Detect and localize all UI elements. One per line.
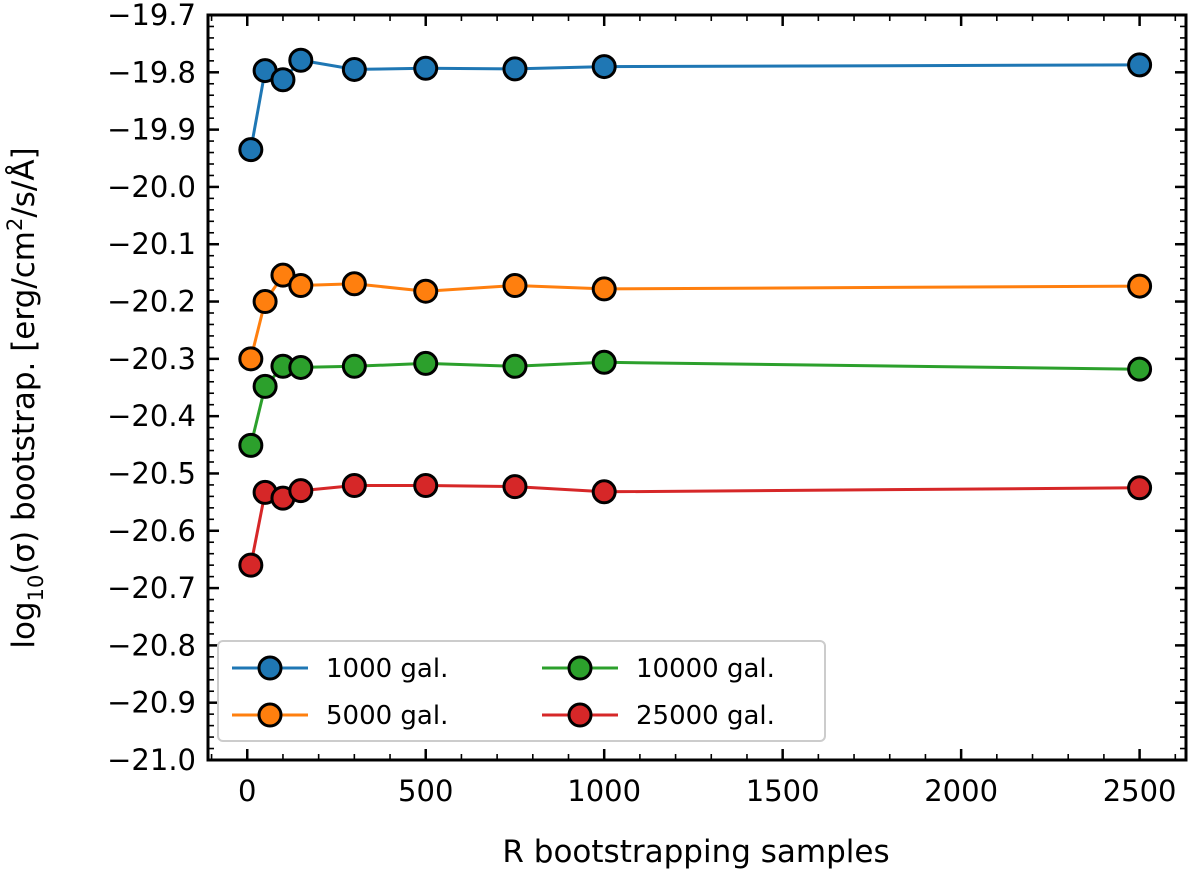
data-point <box>238 552 264 578</box>
series-2 <box>238 262 1153 372</box>
data-point <box>1127 475 1153 501</box>
series-1 <box>238 47 1153 163</box>
y-tick-label: −20.2 <box>107 285 196 319</box>
legend-label: 1000 gal. <box>326 654 448 684</box>
y-tick-label: −20.9 <box>107 686 196 720</box>
y-axis-title-suffix: /s/Å] <box>6 147 42 217</box>
y-axis-title-main: (σ) bootstrap. [erg/cm <box>6 231 42 575</box>
series-4 <box>238 472 1153 578</box>
data-point <box>288 478 314 504</box>
data-point <box>238 137 264 163</box>
data-point <box>591 349 617 375</box>
data-point <box>238 432 264 458</box>
y-axis-title-superscript: 2 <box>3 218 27 231</box>
series-layer <box>238 47 1153 578</box>
data-point <box>288 354 314 380</box>
y-tick-label: −21.0 <box>107 743 196 777</box>
data-point <box>591 276 617 302</box>
data-point <box>413 472 439 498</box>
legend-label: 5000 gal. <box>326 701 448 731</box>
x-tick-label: 500 <box>398 774 453 808</box>
data-point <box>252 373 278 399</box>
data-point <box>288 272 314 298</box>
legend-label: 25000 gal. <box>636 701 775 731</box>
x-tick-labels: 0 500 1000 1500 2000 2500 <box>238 774 1176 808</box>
legend-entry: 25000 gal. <box>542 701 775 731</box>
y-tick-label: −20.3 <box>107 342 196 376</box>
legend-entry: 10000 gal. <box>542 654 775 684</box>
data-point <box>502 56 528 82</box>
series-3 <box>238 349 1153 458</box>
data-point <box>413 55 439 81</box>
data-point <box>502 353 528 379</box>
y-tick-labels: −21.0 −20.9 −20.8 −20.7 −20.6 −20.5 −20.4 −20.3… <box>107 0 196 777</box>
data-point <box>270 67 296 93</box>
data-point <box>591 479 617 505</box>
data-point <box>413 350 439 376</box>
legend-marker <box>567 702 593 728</box>
y-tick-label: −20.8 <box>107 628 196 662</box>
legend-marker <box>257 655 283 681</box>
legend-marker <box>567 655 593 681</box>
plot-frame <box>206 13 1188 762</box>
x-axis-title: R bootstrapping samples <box>502 834 889 870</box>
legend-entry: 5000 gal. <box>232 701 448 731</box>
y-tick-label: −19.9 <box>107 113 196 147</box>
x-tick-label: 2000 <box>924 774 998 808</box>
x-tick-label: 2500 <box>1103 774 1177 808</box>
y-tick-label: −19.8 <box>107 55 196 89</box>
legend-entry: 1000 gal. <box>232 654 448 684</box>
data-point <box>238 346 264 372</box>
y-tick-label: −20.5 <box>107 456 196 490</box>
y-axis-title-subscript: 10 <box>24 575 48 602</box>
legend-marker <box>257 702 283 728</box>
data-point <box>252 289 278 315</box>
x-tick-label: 1000 <box>567 774 641 808</box>
legend-label: 10000 gal. <box>636 654 775 684</box>
y-tick-label: −20.7 <box>107 571 196 605</box>
data-point <box>1127 52 1153 78</box>
data-point <box>502 474 528 500</box>
data-point <box>341 353 367 379</box>
data-point <box>288 47 314 73</box>
y-axis-title-prefix: log <box>6 601 42 648</box>
data-point <box>591 54 617 80</box>
y-tick-label: −20.1 <box>107 227 196 261</box>
data-point <box>341 271 367 297</box>
y-tick-label: −20.4 <box>107 399 196 433</box>
data-point <box>413 278 439 304</box>
y-tick-label: −20.6 <box>107 514 196 548</box>
x-tick-label: 0 <box>238 774 256 808</box>
y-tick-label: −19.7 <box>107 0 196 32</box>
y-tick-label: −20.0 <box>107 170 196 204</box>
data-point <box>502 272 528 298</box>
data-point <box>1127 356 1153 382</box>
data-point <box>341 56 367 82</box>
y-axis-title: log10(σ) bootstrap. [erg/cm2/s/Å] <box>3 147 48 648</box>
legend-box <box>217 640 826 742</box>
x-tick-label: 1500 <box>746 774 820 808</box>
legend-entries: 1000 gal. 5000 gal. 10000 gal. 25000 gal. <box>232 654 775 731</box>
legend: 1000 gal. 5000 gal. 10000 gal. 25000 gal. <box>217 640 826 742</box>
data-point <box>341 472 367 498</box>
data-point <box>1127 273 1153 299</box>
